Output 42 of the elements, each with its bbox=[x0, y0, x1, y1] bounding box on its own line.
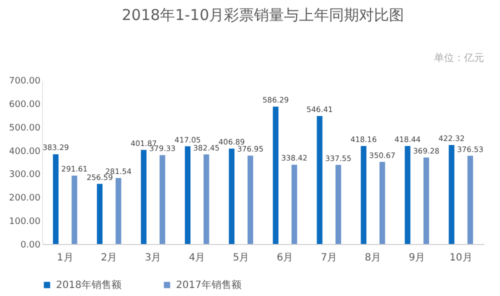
x-tick-label: 5月 bbox=[232, 252, 250, 264]
chart-subtitle: 单位：亿元 bbox=[434, 52, 484, 64]
bar bbox=[292, 164, 298, 244]
chart-title: 2018年1-10月彩票销量与上年同期对比图 bbox=[122, 6, 404, 24]
x-tick-label: 9月 bbox=[408, 252, 426, 264]
bar bbox=[228, 148, 234, 244]
bar bbox=[140, 150, 147, 244]
x-tick-label: 2月 bbox=[100, 252, 118, 264]
y-tick-label: 200.00 bbox=[9, 194, 41, 204]
y-tick-label: 400.00 bbox=[9, 146, 41, 157]
x-tick-label: 6月 bbox=[276, 252, 294, 264]
bar bbox=[448, 145, 454, 244]
y-tick-label: 300.00 bbox=[9, 170, 41, 180]
x-tick-label: 7月 bbox=[320, 252, 338, 264]
y-tick-label: 600.00 bbox=[9, 100, 41, 110]
bar bbox=[272, 106, 278, 244]
bar bbox=[467, 156, 474, 244]
bar bbox=[404, 146, 410, 244]
bar bbox=[52, 154, 59, 244]
bar bbox=[116, 178, 122, 244]
y-tick-label: 500.00 bbox=[9, 123, 41, 134]
x-tick-label: 8月 bbox=[364, 252, 382, 264]
legend-label: 2017年销售额 bbox=[176, 279, 242, 291]
x-tick-label: 10月 bbox=[450, 252, 472, 264]
bar bbox=[423, 157, 430, 244]
legend-label: 2018年销售额 bbox=[56, 279, 122, 291]
y-tick-label: 100.00 bbox=[9, 217, 41, 228]
bar bbox=[316, 116, 322, 244]
y-tick-label: 700.00 bbox=[9, 76, 41, 86]
x-tick-label: 4月 bbox=[188, 252, 206, 264]
bar bbox=[248, 156, 254, 244]
y-tick-label: 0.00 bbox=[20, 240, 41, 250]
bar bbox=[204, 154, 210, 244]
bar bbox=[72, 176, 78, 244]
bar bbox=[379, 162, 386, 244]
x-tick-label: 3月 bbox=[144, 252, 162, 264]
bar bbox=[160, 155, 166, 244]
bar bbox=[360, 146, 366, 244]
bar bbox=[184, 146, 190, 244]
x-tick-label: 1月 bbox=[56, 252, 74, 264]
bar bbox=[96, 184, 103, 244]
bar bbox=[336, 164, 342, 244]
